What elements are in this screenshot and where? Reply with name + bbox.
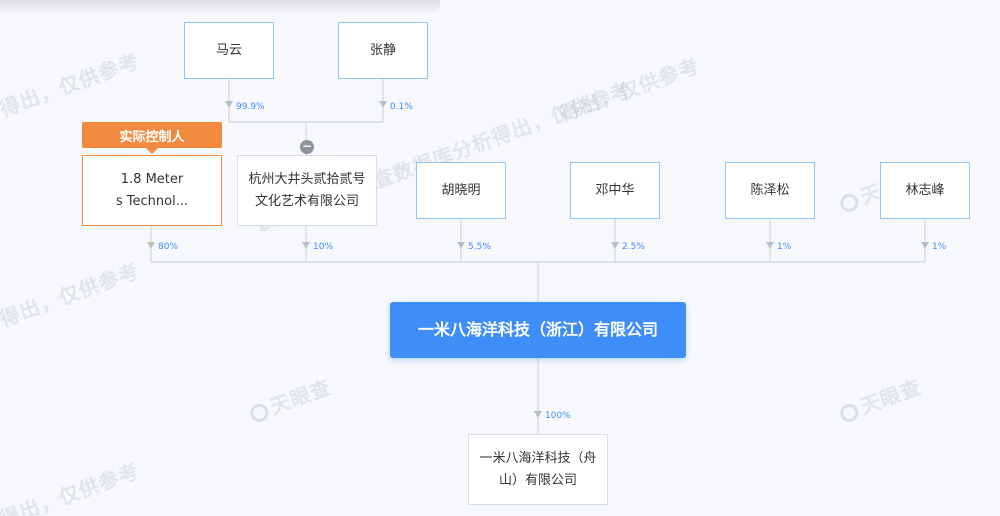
shareholder-node-ma-yun[interactable]: 马云 [184,22,274,79]
shareholder-node-deng-zhonghua[interactable]: 邓中华 [570,162,660,219]
main-company-node[interactable]: 一米八海洋科技（浙江）有限公司 [390,302,686,358]
share-percent: 0.1% [390,102,413,112]
shareholder-name: 陈泽松 [750,182,790,198]
arrow-down-icon [457,242,465,249]
share-percent: 1% [777,242,792,252]
subsidiary-name-line: 山）有限公司 [498,472,577,488]
arrow-down-icon [379,101,387,108]
arrow-down-icon [921,242,929,249]
arrow-down-icon [611,242,619,249]
collapse-toggle-button[interactable]: − [300,139,314,154]
shareholder-name: 林志峰 [905,182,945,198]
share-percent: 99.9% [236,102,265,112]
arrow-down-icon [302,242,310,249]
top-shadow [0,0,440,14]
shareholder-node-1-8-meters[interactable]: 1.8 Meter s Technol... [82,155,222,226]
shareholder-name: 张静 [369,42,396,58]
shareholder-name-line: 文化艺术有限公司 [254,193,359,209]
main-company-name: 一米八海洋科技（浙江）有限公司 [417,320,658,339]
shareholder-name-line: s Technol... [115,193,189,209]
arrow-down-icon [534,411,542,418]
share-percent: 5.5% [468,242,491,252]
shareholder-name-line: 杭州大井头贰拾贰号 [248,171,366,187]
share-percent: 80% [158,242,179,252]
subsidiary-name-line: 一米八海洋科技（舟 [479,450,597,466]
shareholder-node-hu-xiaoming[interactable]: 胡晓明 [416,162,506,219]
arrow-down-icon [225,101,233,108]
shareholder-node-lin-zhifeng[interactable]: 林志峰 [880,162,970,219]
arrow-down-icon [766,242,774,249]
shareholder-name: 胡晓明 [441,182,481,198]
shareholder-name: 马云 [215,42,242,58]
shareholder-node-hangzhou-dajingtou[interactable]: 杭州大井头贰拾贰号 文化艺术有限公司 [237,155,377,226]
shareholder-node-zhang-jing[interactable]: 张静 [338,22,428,79]
shareholder-name-line: 1.8 Meter [120,171,184,187]
share-percent: 1% [932,242,947,252]
actual-controller-tag: 实际控制人 [82,122,222,154]
shareholder-node-chen-zesong[interactable]: 陈泽松 [725,162,815,219]
share-percent: 100% [545,411,571,421]
subsidiary-node[interactable]: 一米八海洋科技（舟 山）有限公司 [468,434,608,505]
shareholder-name: 邓中华 [595,182,635,198]
arrow-down-icon [147,242,155,249]
share-percent: 10% [313,242,334,252]
share-percent: 2.5% [622,242,645,252]
